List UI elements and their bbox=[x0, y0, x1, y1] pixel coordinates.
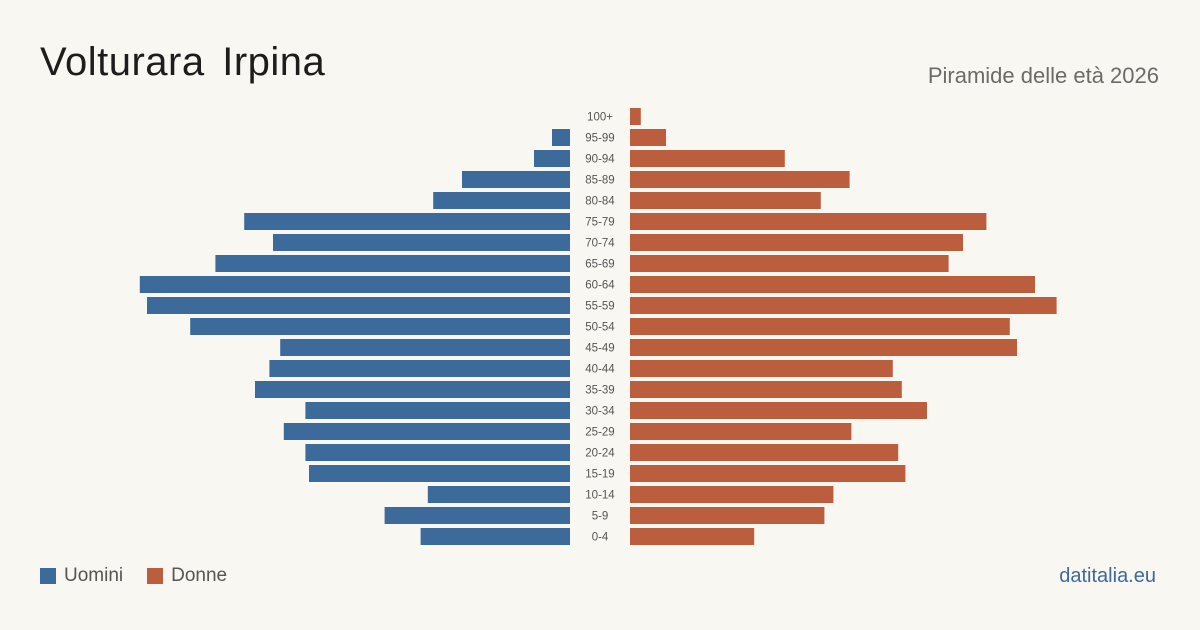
age-group-label: 5-9 bbox=[592, 511, 609, 523]
bar-male-95-99 bbox=[552, 129, 570, 146]
age-group-label: 0-4 bbox=[592, 532, 609, 544]
age-group-label: 70-74 bbox=[585, 238, 615, 250]
age-group-label: 60-64 bbox=[585, 280, 615, 292]
bar-female-20-24 bbox=[630, 444, 899, 461]
bar-male-80-84 bbox=[433, 192, 570, 209]
bar-female-50-54 bbox=[630, 318, 1010, 335]
bar-male-35-39 bbox=[255, 381, 570, 398]
legend-label-female: Donne bbox=[171, 565, 228, 586]
bar-female-80-84 bbox=[630, 192, 821, 209]
bar-female-90-94 bbox=[630, 150, 785, 167]
bar-female-100+ bbox=[630, 108, 641, 125]
bar-male-40-44 bbox=[269, 360, 570, 377]
bar-male-25-29 bbox=[283, 423, 570, 440]
age-group-label: 90-94 bbox=[585, 154, 615, 166]
age-group-label: 30-34 bbox=[585, 406, 615, 418]
bar-female-55-59 bbox=[630, 297, 1057, 314]
bar-female-70-74 bbox=[630, 234, 963, 251]
age-group-label: 80-84 bbox=[585, 196, 615, 208]
bar-male-55-59 bbox=[147, 297, 570, 314]
bar-male-0-4 bbox=[420, 528, 570, 545]
legend-swatch-female bbox=[147, 568, 164, 584]
age-group-label: 15-19 bbox=[585, 469, 614, 481]
age-group-label: 100+ bbox=[587, 112, 613, 124]
age-group-label: 45-49 bbox=[585, 343, 614, 355]
bar-male-45-49 bbox=[280, 339, 570, 356]
age-group-label: 35-39 bbox=[585, 385, 614, 397]
bar-male-50-54 bbox=[190, 318, 570, 335]
bar-male-70-74 bbox=[273, 234, 570, 251]
bar-male-20-24 bbox=[305, 444, 570, 461]
bar-male-90-94 bbox=[534, 150, 570, 167]
bar-male-60-64 bbox=[139, 276, 571, 293]
age-group-label: 75-79 bbox=[585, 217, 614, 229]
legend-item-female: Donne bbox=[147, 565, 227, 587]
bar-female-15-19 bbox=[630, 465, 906, 482]
bar-female-65-69 bbox=[630, 255, 949, 272]
bar-male-10-14 bbox=[427, 486, 570, 503]
bar-male-65-69 bbox=[215, 255, 570, 272]
legend-swatch-male bbox=[40, 568, 56, 584]
age-group-label: 65-69 bbox=[585, 259, 614, 271]
age-group-label: 10-14 bbox=[585, 490, 615, 502]
bar-female-95-99 bbox=[630, 129, 666, 146]
bar-female-25-29 bbox=[630, 423, 852, 440]
age-group-label: 25-29 bbox=[585, 427, 614, 439]
chart-subtitle: Piramide delle età 2026 bbox=[927, 63, 1159, 88]
bar-female-10-14 bbox=[630, 486, 834, 503]
age-group-label: 20-24 bbox=[585, 448, 615, 460]
bar-female-45-49 bbox=[630, 339, 1017, 356]
bar-female-30-34 bbox=[630, 402, 927, 419]
legend-label-male: Uomini bbox=[64, 565, 124, 586]
age-group-label: 95-99 bbox=[585, 133, 614, 145]
age-group-label: 85-89 bbox=[585, 175, 614, 187]
legend-item-male: Uomini bbox=[40, 565, 123, 587]
bar-female-85-89 bbox=[630, 171, 850, 188]
legend: Uomini Donne bbox=[40, 565, 251, 587]
bar-female-75-79 bbox=[630, 213, 987, 230]
bar-male-15-19 bbox=[309, 465, 570, 482]
bar-male-30-34 bbox=[305, 402, 570, 419]
age-group-label: 40-44 bbox=[585, 364, 615, 376]
bar-male-85-89 bbox=[462, 171, 570, 188]
bar-female-40-44 bbox=[630, 360, 893, 377]
brand-link[interactable]: datitalia.eu bbox=[1059, 565, 1156, 587]
age-group-label: 55-59 bbox=[585, 301, 614, 313]
chart-title: Volturara Irpina bbox=[40, 40, 326, 84]
bar-male-75-79 bbox=[244, 213, 570, 230]
bar-female-60-64 bbox=[630, 276, 1035, 293]
age-group-label: 50-54 bbox=[585, 322, 615, 334]
bar-female-35-39 bbox=[630, 381, 902, 398]
bar-female-0-4 bbox=[630, 528, 755, 545]
bar-female-5-9 bbox=[630, 507, 825, 524]
bar-male-5-9 bbox=[384, 507, 570, 524]
